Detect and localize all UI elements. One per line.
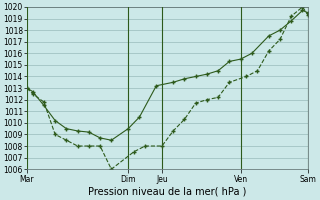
X-axis label: Pression niveau de la mer( hPa ): Pression niveau de la mer( hPa ) — [88, 187, 247, 197]
